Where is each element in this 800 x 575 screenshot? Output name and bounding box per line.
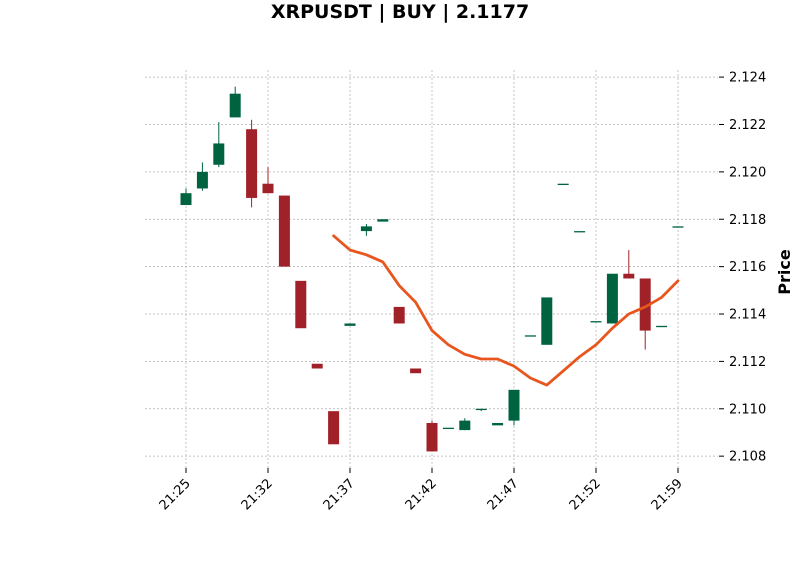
x-tick-label: 21:52 <box>567 476 604 513</box>
candle <box>213 122 225 168</box>
candle <box>246 119 258 208</box>
moving-average-layer <box>332 234 680 387</box>
candle <box>344 323 356 326</box>
candle-body <box>410 368 422 374</box>
x-tick-label: 21:59 <box>649 476 686 513</box>
candle-body <box>524 335 536 337</box>
candle-body <box>475 408 487 411</box>
candle <box>393 306 405 324</box>
candle-body <box>246 129 258 198</box>
candle <box>360 223 372 236</box>
y-tick-label: 2.116 <box>729 260 766 275</box>
candle-body <box>508 389 520 421</box>
y-tick-label: 2.120 <box>729 165 766 180</box>
candle <box>541 297 553 345</box>
candle-body <box>426 422 438 452</box>
candle-body <box>360 226 372 232</box>
moving-average-line <box>332 234 680 387</box>
candle-body <box>574 231 586 233</box>
candle-body <box>344 323 356 326</box>
candle <box>196 162 208 191</box>
candle-body <box>180 193 192 206</box>
candle <box>426 420 438 452</box>
candle <box>639 278 651 350</box>
y-tick-label: 2.112 <box>729 355 766 370</box>
x-tick-label: 21:42 <box>403 476 440 513</box>
x-tick-label: 21:47 <box>485 476 522 513</box>
candle <box>278 195 290 267</box>
candle-body <box>590 321 602 323</box>
candle-body <box>328 411 340 445</box>
candle-body <box>196 171 208 189</box>
candle-body <box>278 195 290 267</box>
candle-body <box>656 325 668 328</box>
candle-body <box>492 422 504 426</box>
candle <box>262 167 274 194</box>
candle-body <box>262 183 274 194</box>
grid-layer <box>145 70 718 468</box>
candle <box>229 86 241 118</box>
candle <box>590 321 602 323</box>
candle-body <box>229 93 241 118</box>
candle-body <box>557 183 569 186</box>
candle <box>492 422 504 426</box>
candle-body <box>377 219 389 222</box>
y-axis-label: Price <box>775 249 794 295</box>
candle <box>180 188 192 206</box>
candle <box>574 231 586 233</box>
candle <box>442 427 454 430</box>
candle-body <box>639 278 651 331</box>
y-tick-label: 2.124 <box>729 71 766 86</box>
x-tick-label: 21:32 <box>239 476 276 513</box>
candle-body <box>623 273 635 279</box>
candle <box>295 280 307 329</box>
x-tick-label: 21:25 <box>157 476 194 513</box>
candle-body <box>541 297 553 345</box>
y-axis: 2.108 2.110 2.112 2.114 2.116 2.118 2.120 2.122… <box>719 71 766 465</box>
candle <box>606 273 618 324</box>
y-tick-label: 2.108 <box>729 450 766 465</box>
candle <box>311 363 323 369</box>
candle <box>410 368 422 374</box>
candle-body <box>213 143 225 165</box>
candle <box>557 183 569 186</box>
y-tick-label: 2.122 <box>729 118 766 133</box>
y-tick-label: 2.110 <box>729 402 766 417</box>
y-tick-label: 2.114 <box>729 308 766 323</box>
candle <box>524 335 536 337</box>
candle <box>475 408 487 412</box>
candle <box>508 389 520 426</box>
x-tick-label: 21:37 <box>321 476 358 513</box>
candle <box>656 325 668 328</box>
chart-title: XRPUSDT | BUY | 2.1177 <box>271 1 529 23</box>
candle-body <box>311 363 323 369</box>
candle <box>328 411 340 445</box>
candle-layer <box>180 86 684 452</box>
candle <box>672 226 684 228</box>
candle-body <box>672 226 684 228</box>
candle-body <box>393 306 405 324</box>
candle-body <box>459 420 471 431</box>
y-tick-label: 2.118 <box>729 213 766 228</box>
candle-body <box>295 280 307 329</box>
candle <box>623 250 635 279</box>
candle <box>377 219 389 222</box>
candle <box>459 418 471 431</box>
x-axis: 21:25 21:32 21:37 21:42 21:47 21:52 21:59 <box>157 468 686 513</box>
candle-body <box>606 273 618 324</box>
candle-body <box>442 427 454 430</box>
